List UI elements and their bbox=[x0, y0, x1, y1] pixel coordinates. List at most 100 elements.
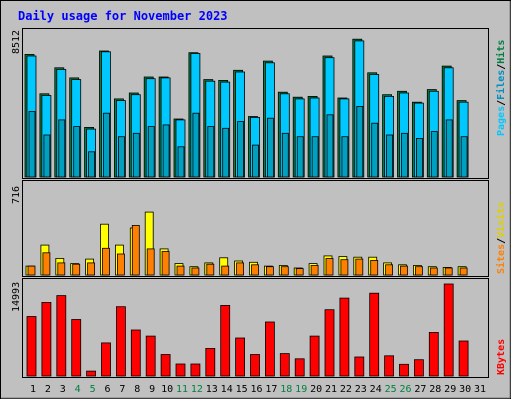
bar-sites bbox=[176, 265, 185, 276]
bar-pages bbox=[430, 131, 438, 178]
day-label: 1 bbox=[30, 384, 36, 395]
bar-sites bbox=[72, 263, 81, 276]
day-label: 13 bbox=[206, 384, 218, 395]
day-label: 3 bbox=[60, 384, 66, 395]
bar-kbytes bbox=[205, 347, 216, 377]
day-label: 29 bbox=[444, 384, 456, 395]
bar-pages bbox=[177, 146, 185, 178]
bar-pages bbox=[386, 134, 394, 178]
bar-kbytes bbox=[26, 316, 37, 377]
bar-sites bbox=[340, 259, 349, 276]
day-label: 24 bbox=[370, 384, 382, 395]
day-label: 19 bbox=[295, 384, 307, 395]
bar-sites bbox=[265, 266, 274, 276]
bar-kbytes bbox=[130, 329, 141, 377]
bar-pages bbox=[162, 124, 170, 178]
day-label: 8 bbox=[134, 384, 140, 395]
legend-kbytes: KBytes bbox=[496, 339, 507, 375]
bar-kbytes bbox=[294, 358, 305, 377]
bar-kbytes bbox=[190, 363, 201, 377]
bar-pages bbox=[118, 136, 125, 178]
bar-sites bbox=[117, 253, 125, 276]
bar-pages bbox=[356, 106, 364, 178]
bar-sites bbox=[57, 262, 66, 276]
bar-kbytes bbox=[235, 337, 246, 377]
day-label: 16 bbox=[250, 384, 262, 395]
bar-sites bbox=[161, 251, 170, 276]
day-label: 14 bbox=[221, 384, 233, 395]
bar-kbytes bbox=[279, 353, 290, 377]
bar-sites bbox=[429, 267, 438, 276]
bar-sites bbox=[355, 258, 364, 276]
bar-pages bbox=[88, 151, 95, 178]
bar-sites bbox=[444, 267, 453, 276]
bar-sites bbox=[251, 264, 259, 276]
bar-kbytes bbox=[264, 321, 275, 377]
day-label: 2 bbox=[45, 384, 51, 395]
bar-sites bbox=[400, 265, 408, 276]
bar-pages bbox=[43, 134, 51, 178]
day-label: 31 bbox=[474, 384, 486, 395]
legend-pages: Pages bbox=[496, 106, 507, 136]
bar-sites bbox=[370, 259, 379, 276]
bar-pages bbox=[28, 111, 36, 178]
bar-sites bbox=[280, 266, 289, 276]
day-label: 30 bbox=[459, 384, 471, 395]
bar-pages bbox=[58, 119, 66, 178]
bar-pages bbox=[415, 137, 423, 178]
day-label: 12 bbox=[191, 384, 203, 395]
bar-sites bbox=[131, 224, 140, 276]
bar-sites bbox=[236, 262, 245, 276]
day-label: 18 bbox=[280, 384, 292, 395]
bar-pages bbox=[341, 136, 349, 178]
bar-kbytes bbox=[145, 335, 156, 377]
bar-sites bbox=[414, 266, 423, 276]
bar-sites bbox=[102, 247, 110, 276]
bar-pages bbox=[266, 117, 274, 178]
bar-kbytes bbox=[71, 319, 82, 377]
day-label: 26 bbox=[399, 384, 411, 395]
legend-hits: Hits bbox=[495, 40, 507, 64]
bar-pages bbox=[73, 126, 81, 178]
bar-kbytes bbox=[384, 355, 395, 377]
legend-slash-2: / bbox=[496, 64, 507, 70]
bar-kbytes bbox=[413, 359, 424, 377]
legend-top: Pages/Files/Hits bbox=[495, 40, 507, 136]
day-labels: 1 2 3 4 5 6 7 8 9 10 11 12 13 14 15 16 17 18 19 20 21 22 23 24 2… bbox=[30, 384, 486, 395]
bar-kbytes bbox=[399, 363, 409, 377]
bar-sites bbox=[310, 265, 319, 276]
legend-sites: Sites bbox=[495, 244, 507, 274]
bar-sites bbox=[325, 258, 334, 276]
chart-title: Daily usage for November 2023 bbox=[18, 9, 228, 23]
bar-pages bbox=[401, 132, 408, 178]
bar-pages bbox=[460, 136, 468, 178]
bar-kbytes bbox=[309, 335, 320, 377]
bar-pages bbox=[445, 119, 453, 178]
bar-sites bbox=[206, 263, 215, 276]
bar-kbytes bbox=[175, 363, 186, 377]
bar-pages bbox=[296, 136, 304, 178]
bar-kbytes bbox=[41, 301, 52, 377]
day-label: 11 bbox=[176, 384, 188, 395]
day-label: 25 bbox=[385, 384, 397, 395]
bar-kbytes bbox=[354, 356, 365, 377]
bar-sites bbox=[459, 267, 468, 276]
day-label: 21 bbox=[325, 384, 337, 395]
day-label: 22 bbox=[340, 384, 352, 395]
bar-kbytes bbox=[458, 340, 469, 377]
y-max-label-hits: 8512 bbox=[11, 30, 22, 54]
bar-pages bbox=[192, 112, 200, 178]
bar-pages bbox=[252, 144, 259, 178]
day-label: 27 bbox=[414, 384, 426, 395]
legend-slash-1: / bbox=[496, 100, 507, 106]
bars-layer bbox=[24, 38, 469, 377]
bar-kbytes bbox=[220, 304, 231, 377]
bar-sites bbox=[27, 265, 36, 276]
bar-pages bbox=[207, 126, 215, 178]
y-max-label-kbytes: 14993 bbox=[11, 282, 22, 312]
bar-sites bbox=[42, 252, 51, 276]
bar-sites bbox=[87, 262, 95, 276]
day-label: 15 bbox=[236, 384, 248, 395]
